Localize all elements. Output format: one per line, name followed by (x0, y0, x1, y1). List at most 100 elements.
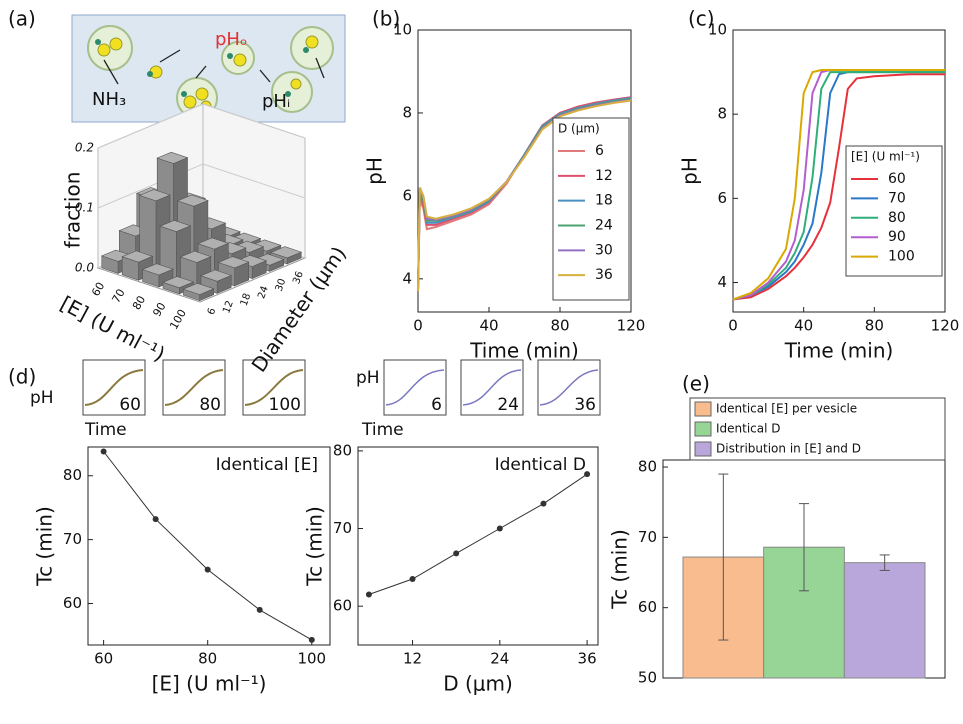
y-tick-label: 6 (402, 186, 412, 204)
data-point (496, 525, 503, 532)
panel-label: (b) (372, 7, 400, 31)
data-point (584, 471, 591, 478)
bar-top (121, 250, 154, 263)
x-tick-label: 12 (403, 650, 422, 668)
inset-label: 100 (269, 395, 301, 415)
legend-label: Identical D (716, 422, 781, 436)
inset-xlabel: Time (361, 420, 404, 440)
legend-label: 24 (595, 218, 613, 234)
y-tick-label: 36 (291, 270, 306, 286)
grid-line (97, 163, 306, 209)
y-tick-label: 12 (221, 299, 236, 315)
error-bar (718, 473, 729, 641)
data-point (152, 516, 159, 523)
x-tick-label: 100 (167, 307, 189, 332)
data-line (732, 69, 945, 301)
enzymes (97, 35, 319, 112)
y-tick-label: 4 (402, 269, 412, 287)
y-axis-title: Tc (min) (33, 506, 57, 587)
x-tick-label: 120 (617, 317, 646, 335)
legend-label: Distribution in [E] and D (716, 442, 861, 456)
legend-label: 12 (595, 168, 613, 184)
arrows (103, 49, 325, 85)
inset-label: 36 (574, 395, 596, 415)
error-bar (799, 503, 809, 592)
schematic: pHₒ NH₃ pHᵢ (71, 14, 346, 123)
plot-frame (357, 446, 599, 646)
legend-label: 90 (888, 229, 906, 245)
bar-top (182, 282, 215, 295)
legend-label: 30 (595, 242, 613, 258)
z-tick-label: 0.0 (75, 261, 94, 275)
bar-top (197, 237, 230, 250)
ammonia: NH₃ (92, 89, 126, 110)
ph-in: pHᵢ (262, 91, 290, 112)
bar-top (138, 189, 171, 202)
data-line (417, 99, 632, 292)
inset-ylabel: pH (356, 368, 380, 388)
insets (82, 359, 601, 416)
x-tick-label: 60 (94, 650, 113, 668)
y-tick-label: 70 (638, 528, 657, 546)
data-point (100, 448, 107, 455)
plot-frame (87, 446, 331, 646)
data-point (204, 566, 211, 573)
panel-label: (e) (682, 372, 710, 396)
bar (179, 250, 212, 287)
y-axis-title: pH (678, 157, 702, 185)
x-tick-label: 0 (413, 317, 423, 335)
y-tick-label: 80 (638, 458, 657, 476)
x-tick-label: 70 (110, 287, 128, 306)
legend-swatch (694, 441, 712, 457)
y-axis-title: pH (363, 157, 387, 185)
y-tick-label: 8 (402, 103, 412, 121)
y-tick-label: 70 (63, 530, 82, 548)
y-tick-label: 4 (717, 273, 727, 291)
y-axis-title: Tc (min) (303, 506, 327, 587)
panel-label: (d) (8, 365, 36, 389)
y-tick-label: 6 (717, 189, 727, 207)
inset-label: 60 (119, 395, 141, 415)
inset-ylabel: pH (30, 388, 54, 408)
plot-frame (417, 29, 632, 313)
x-axis-title: [E] (U ml⁻¹) (152, 672, 267, 696)
legend-swatch (694, 401, 712, 417)
bar-top (270, 246, 303, 259)
bar-top (156, 151, 189, 164)
y-tick-label: 80 (333, 441, 352, 459)
legend-label: Identical [E] per vesicle (716, 402, 857, 416)
bar-top (159, 219, 192, 233)
inset-xlabel: Time (84, 420, 127, 440)
y-tick-label: 50 (638, 669, 657, 687)
inset-label: 24 (497, 395, 519, 415)
x-tick-label: 40 (794, 317, 813, 335)
legend-box (689, 397, 946, 461)
inset-label: 6 (431, 395, 442, 415)
legend-label: 6 (595, 143, 604, 159)
data-point (540, 500, 547, 507)
inset-label: 80 (199, 395, 221, 415)
plot-frame (732, 29, 946, 313)
y-tick-label: 10 (708, 21, 727, 39)
grid-line (97, 103, 306, 149)
data-line (368, 473, 588, 595)
x-axis-title: D (μm) (443, 672, 513, 696)
legend-label: 80 (888, 210, 906, 226)
bar-top (141, 263, 174, 276)
bar (182, 282, 215, 302)
ph-out: pHₒ (215, 29, 247, 50)
y-axis-title: Tc (min) (608, 529, 632, 610)
y-tick-label: 70 (333, 519, 352, 537)
legend-label: 60 (888, 171, 906, 187)
x-tick-label: 0 (728, 317, 738, 335)
legend-label: 36 (595, 267, 613, 283)
y-tick-label: 6 (206, 307, 219, 317)
panel-label: (a) (8, 7, 36, 31)
bar-top (179, 250, 212, 263)
data-point (256, 606, 263, 613)
y-tick-label: 10 (393, 21, 412, 39)
data-line (732, 73, 945, 301)
bar-top (200, 269, 233, 282)
x-axis-title: Time (min) (469, 339, 579, 363)
legend-box (845, 145, 943, 277)
